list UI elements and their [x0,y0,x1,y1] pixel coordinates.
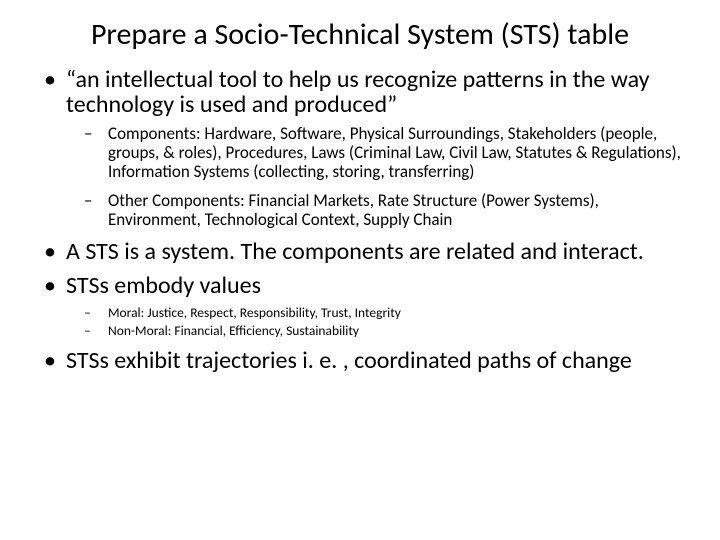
sub-bullet-item: Moral: Justice, Respect, Responsibility,… [104,305,684,321]
bullet-text: “an intellectual tool to help us recogni… [66,65,650,120]
slide-title: Prepare a Socio-Technical System (STS) t… [36,18,684,53]
sub-bullet-text: Moral: Justice, Respect, Responsibility,… [108,304,401,321]
bullet-text: STSs exhibit trajectories i. e. , coordi… [66,346,632,375]
sub-bullet-item: Non-Moral: Financial, Efficiency, Sustai… [104,323,684,339]
bullet-item: A STS is a system. The components are re… [62,239,684,265]
sub-bullet-text: Components: Hardware, Software, Physical… [108,123,681,182]
sub-bullet-text: Other Components: Financial Markets, Rat… [108,190,599,230]
slide: Prepare a Socio-Technical System (STS) t… [0,0,720,540]
sub-bullet-text: Non-Moral: Financial, Efficiency, Sustai… [108,322,359,339]
bullet-item: “an intellectual tool to help us recogni… [62,67,684,230]
bullet-list: “an intellectual tool to help us recogni… [36,67,684,375]
sub-bullet-list: Components: Hardware, Software, Physical… [66,124,684,229]
sub-bullet-item: Components: Hardware, Software, Physical… [104,124,684,181]
bullet-text: A STS is a system. The components are re… [66,237,644,266]
bullet-item: STSs exhibit trajectories i. e. , coordi… [62,348,684,374]
bullet-item: STSs embody values Moral: Justice, Respe… [62,273,684,338]
sub-bullet-item: Other Components: Financial Markets, Rat… [104,191,684,229]
bullet-text: STSs embody values [66,271,261,300]
sub-bullet-list: Moral: Justice, Respect, Responsibility,… [66,305,684,338]
